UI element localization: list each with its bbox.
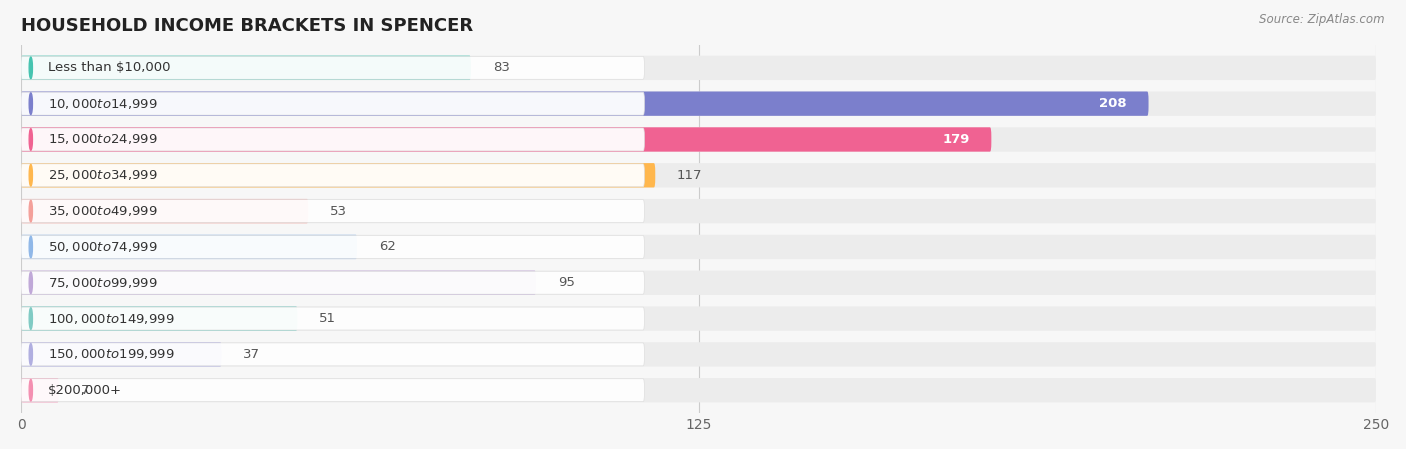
Text: 53: 53 (330, 205, 347, 218)
FancyBboxPatch shape (21, 57, 644, 79)
Circle shape (30, 308, 32, 329)
FancyBboxPatch shape (21, 271, 1376, 295)
Text: 7: 7 (80, 384, 89, 396)
FancyBboxPatch shape (21, 235, 644, 258)
FancyBboxPatch shape (21, 271, 644, 294)
FancyBboxPatch shape (21, 343, 644, 366)
FancyBboxPatch shape (21, 200, 644, 223)
Text: $25,000 to $34,999: $25,000 to $34,999 (48, 168, 157, 182)
FancyBboxPatch shape (21, 163, 655, 188)
Text: $100,000 to $149,999: $100,000 to $149,999 (48, 312, 174, 326)
FancyBboxPatch shape (21, 379, 644, 402)
Text: Less than $10,000: Less than $10,000 (48, 62, 170, 75)
Text: $50,000 to $74,999: $50,000 to $74,999 (48, 240, 157, 254)
Text: HOUSEHOLD INCOME BRACKETS IN SPENCER: HOUSEHOLD INCOME BRACKETS IN SPENCER (21, 17, 474, 35)
FancyBboxPatch shape (21, 128, 991, 152)
FancyBboxPatch shape (21, 128, 644, 151)
Circle shape (30, 379, 32, 401)
Text: $75,000 to $99,999: $75,000 to $99,999 (48, 276, 157, 290)
Text: $150,000 to $199,999: $150,000 to $199,999 (48, 348, 174, 361)
Circle shape (30, 164, 32, 186)
FancyBboxPatch shape (21, 342, 1376, 366)
FancyBboxPatch shape (21, 378, 59, 402)
Text: 83: 83 (492, 62, 509, 75)
Circle shape (30, 93, 32, 114)
Circle shape (30, 343, 32, 365)
FancyBboxPatch shape (21, 235, 1376, 259)
FancyBboxPatch shape (21, 271, 536, 295)
Circle shape (30, 272, 32, 294)
Text: 51: 51 (319, 312, 336, 325)
Circle shape (30, 236, 32, 258)
FancyBboxPatch shape (21, 56, 1376, 80)
FancyBboxPatch shape (21, 92, 1149, 116)
FancyBboxPatch shape (21, 163, 1376, 188)
FancyBboxPatch shape (21, 307, 644, 330)
FancyBboxPatch shape (21, 342, 222, 366)
Text: 62: 62 (378, 240, 395, 253)
FancyBboxPatch shape (21, 128, 1376, 152)
FancyBboxPatch shape (21, 92, 644, 115)
Text: 117: 117 (676, 169, 703, 182)
Text: $10,000 to $14,999: $10,000 to $14,999 (48, 97, 157, 110)
Text: Source: ZipAtlas.com: Source: ZipAtlas.com (1260, 13, 1385, 26)
FancyBboxPatch shape (21, 199, 1376, 223)
Circle shape (30, 57, 32, 79)
FancyBboxPatch shape (21, 164, 644, 187)
FancyBboxPatch shape (21, 378, 1376, 402)
Text: $15,000 to $24,999: $15,000 to $24,999 (48, 132, 157, 146)
Text: 179: 179 (942, 133, 970, 146)
Text: 37: 37 (243, 348, 260, 361)
FancyBboxPatch shape (21, 199, 308, 223)
Text: $200,000+: $200,000+ (48, 384, 122, 396)
Text: $35,000 to $49,999: $35,000 to $49,999 (48, 204, 157, 218)
FancyBboxPatch shape (21, 92, 1376, 116)
Circle shape (30, 200, 32, 222)
Text: 95: 95 (558, 276, 575, 289)
FancyBboxPatch shape (21, 306, 298, 331)
Text: 208: 208 (1099, 97, 1126, 110)
Circle shape (30, 129, 32, 150)
FancyBboxPatch shape (21, 56, 471, 80)
FancyBboxPatch shape (21, 306, 1376, 331)
FancyBboxPatch shape (21, 235, 357, 259)
